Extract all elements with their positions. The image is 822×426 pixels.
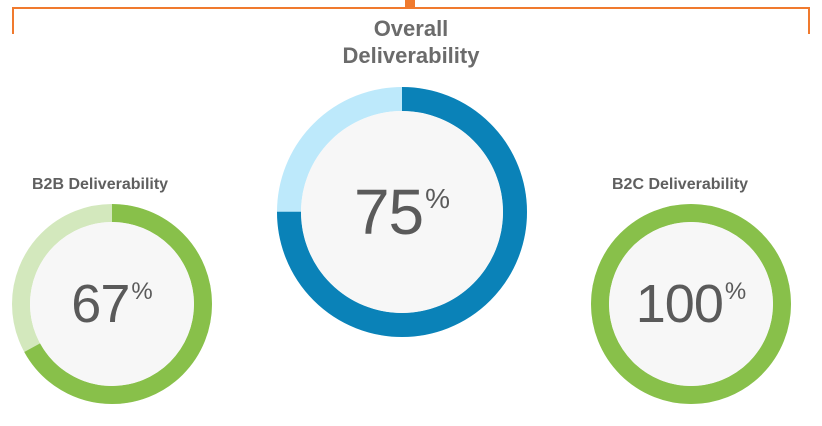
b2c-gauge: 100 % xyxy=(591,204,791,404)
bracket-decoration xyxy=(12,0,810,34)
b2c-value: 100 xyxy=(635,274,724,334)
overall-gauge-svg xyxy=(277,87,527,337)
overall-title-line1: Overall xyxy=(373,16,449,41)
b2b-gauge-svg xyxy=(12,204,212,404)
bracket-tab xyxy=(405,0,415,8)
b2b-percent-sign: % xyxy=(131,278,153,305)
b2c-gauge-svg xyxy=(591,204,791,404)
overall-percent-sign: % xyxy=(425,183,451,214)
b2c-percent-sign: % xyxy=(724,278,747,305)
overall-inner-disc xyxy=(301,111,503,313)
overall-value-arc xyxy=(277,87,527,337)
b2c-gauge-label: 100 % xyxy=(591,204,791,404)
overall-title-line2: Deliverability xyxy=(342,43,480,68)
b2b-value-arc xyxy=(12,204,212,404)
overall-gauge: 75 % xyxy=(277,87,527,337)
b2b-gauge: 67 % xyxy=(12,204,212,404)
b2b-gauge-label: 67 % xyxy=(12,204,212,404)
b2b-value: 67 xyxy=(71,274,130,334)
b2c-value-arc xyxy=(591,204,791,404)
overall-value: 75 xyxy=(353,176,424,248)
overall-gauge-label: 75 % xyxy=(277,87,527,337)
b2c-inner-disc xyxy=(609,222,773,386)
b2b-title: B2B Deliverability xyxy=(32,176,169,193)
b2c-title: B2C Deliverability xyxy=(612,176,749,193)
b2b-inner-disc xyxy=(30,222,194,386)
